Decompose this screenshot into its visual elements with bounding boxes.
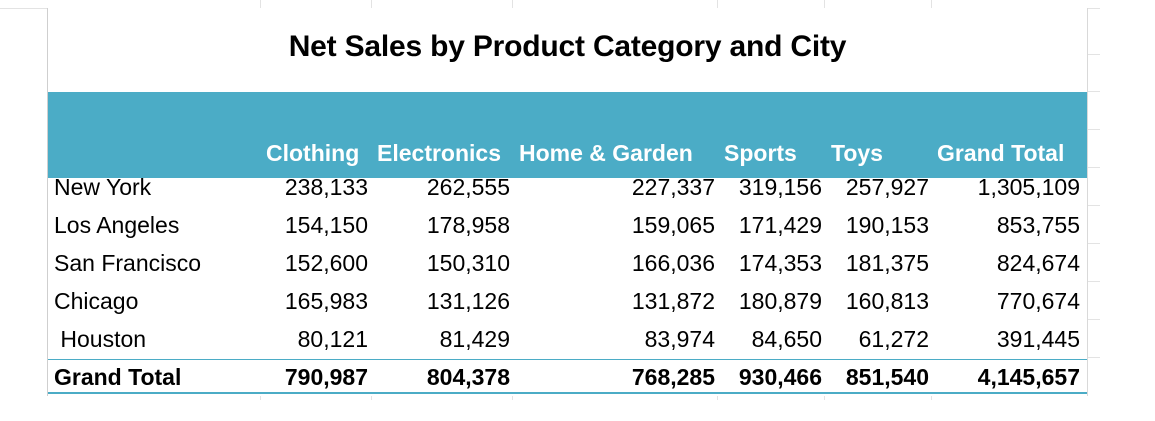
value-cell[interactable]: 154,150 bbox=[284, 212, 368, 238]
value-cell[interactable]: 181,375 bbox=[845, 250, 929, 276]
gridline bbox=[1088, 319, 1100, 320]
report-title: Net Sales by Product Category and City bbox=[288, 30, 847, 63]
column-header-home-garden[interactable]: Home & Garden bbox=[519, 140, 693, 166]
column-header-sports[interactable]: Sports bbox=[724, 140, 797, 166]
gridline bbox=[1088, 54, 1100, 55]
value-cell[interactable]: 150,310 bbox=[426, 250, 510, 276]
value-cell[interactable]: 190,153 bbox=[845, 212, 929, 238]
pivot-table: Net Sales by Product Category and City C… bbox=[47, 8, 1088, 396]
value-cell[interactable]: 174,353 bbox=[738, 250, 822, 276]
value-cell[interactable]: 319,156 bbox=[738, 174, 822, 200]
gridline bbox=[1088, 91, 1100, 92]
value-cell[interactable]: 61,272 bbox=[858, 326, 929, 352]
value-cell[interactable]: 171,429 bbox=[738, 212, 822, 238]
value-cell[interactable]: 131,872 bbox=[631, 288, 715, 314]
row-label[interactable]: New York bbox=[54, 174, 152, 200]
value-cell[interactable]: 1,305,109 bbox=[977, 174, 1080, 200]
value-cell[interactable]: 391,445 bbox=[996, 326, 1080, 352]
value-cell[interactable]: 851,540 bbox=[845, 364, 929, 390]
column-header-clothing[interactable]: Clothing bbox=[266, 140, 360, 166]
column-header-grand-total[interactable]: Grand Total bbox=[937, 140, 1065, 166]
value-cell[interactable]: 238,133 bbox=[284, 174, 368, 200]
value-cell[interactable]: 257,927 bbox=[845, 174, 929, 200]
value-cell[interactable]: 824,674 bbox=[996, 250, 1080, 276]
gridline bbox=[1088, 129, 1100, 130]
value-cell[interactable]: 160,813 bbox=[845, 288, 929, 314]
row-label[interactable]: Houston bbox=[54, 326, 147, 352]
value-cell[interactable]: 178,958 bbox=[426, 212, 510, 238]
table-bottom-border bbox=[48, 392, 1087, 394]
value-cell[interactable]: 159,065 bbox=[631, 212, 715, 238]
column-header-toys[interactable]: Toys bbox=[831, 140, 883, 166]
value-cell[interactable]: 4,145,657 bbox=[977, 364, 1080, 390]
value-cell[interactable]: 165,983 bbox=[284, 288, 368, 314]
value-cell[interactable]: 930,466 bbox=[738, 364, 822, 390]
value-cell[interactable]: 80,121 bbox=[297, 326, 368, 352]
value-cell[interactable]: 152,600 bbox=[284, 250, 368, 276]
gridline bbox=[1088, 243, 1100, 244]
value-cell[interactable]: 853,755 bbox=[996, 212, 1080, 238]
value-cell[interactable]: 84,650 bbox=[751, 326, 822, 352]
value-cell[interactable]: 81,429 bbox=[439, 326, 510, 352]
value-cell[interactable]: 131,126 bbox=[426, 288, 510, 314]
row-label[interactable]: Grand Total bbox=[54, 364, 182, 390]
gridline bbox=[1088, 167, 1100, 168]
value-cell[interactable]: 262,555 bbox=[426, 174, 510, 200]
value-cell[interactable]: 83,974 bbox=[644, 326, 715, 352]
total-separator bbox=[48, 359, 1087, 360]
row-label[interactable]: San Francisco bbox=[54, 250, 202, 276]
row-label[interactable]: Chicago bbox=[54, 288, 139, 314]
gridline bbox=[1088, 205, 1100, 206]
value-cell[interactable]: 180,879 bbox=[738, 288, 822, 314]
gridline bbox=[1088, 281, 1100, 282]
gridline bbox=[1088, 357, 1100, 358]
value-cell[interactable]: 770,674 bbox=[996, 288, 1080, 314]
header-band bbox=[48, 92, 1087, 178]
row-label[interactable]: Los Angeles bbox=[54, 212, 180, 238]
column-header-electronics[interactable]: Electronics bbox=[377, 140, 501, 166]
value-cell[interactable]: 166,036 bbox=[631, 250, 715, 276]
value-cell[interactable]: 804,378 bbox=[426, 364, 510, 390]
value-cell[interactable]: 227,337 bbox=[631, 174, 715, 200]
value-cell[interactable]: 790,987 bbox=[284, 364, 368, 390]
value-cell[interactable]: 768,285 bbox=[631, 364, 715, 390]
